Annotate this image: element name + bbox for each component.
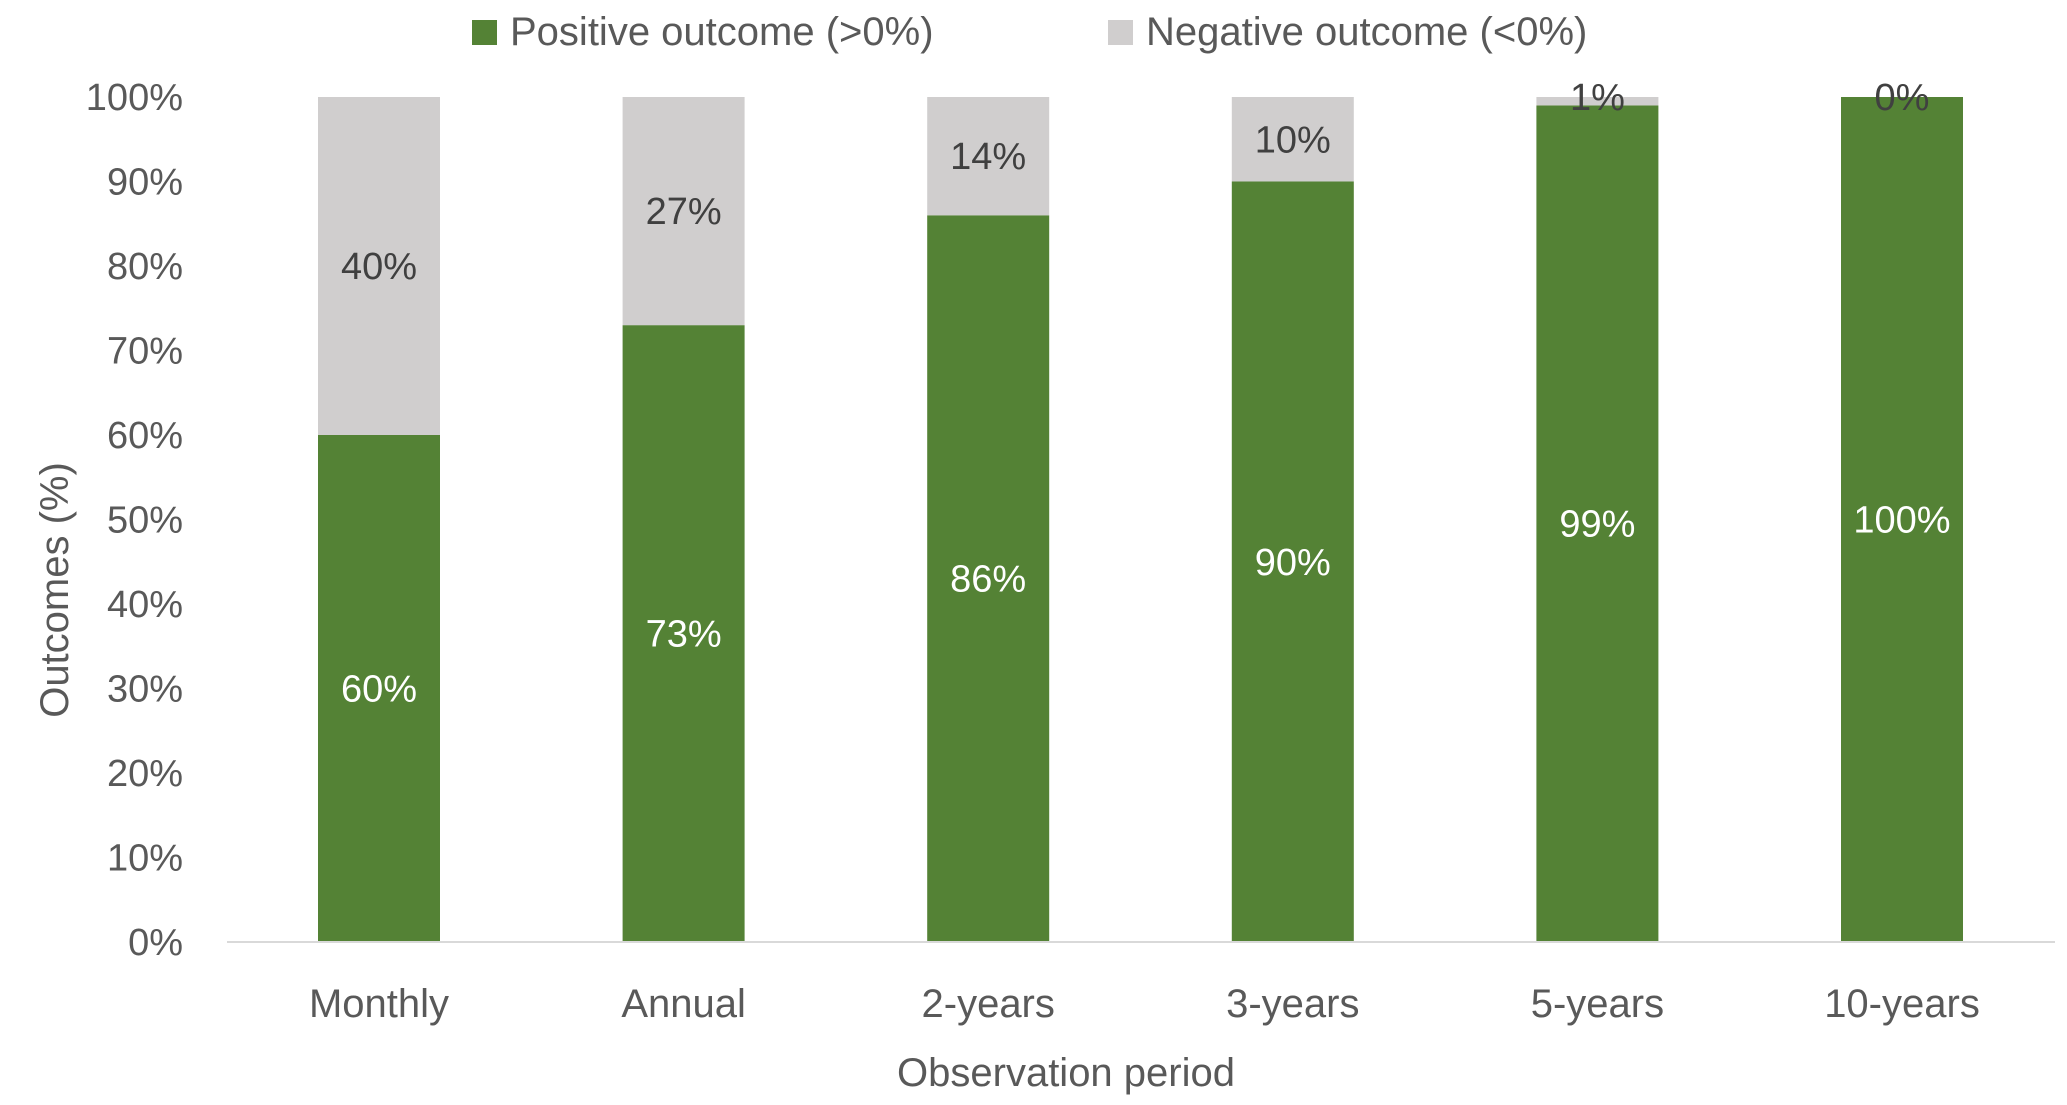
- x-tick-label: 5-years: [1531, 982, 1664, 1026]
- bar-segment-positive: [1231, 181, 1354, 942]
- x-tick-label: Monthly: [309, 982, 449, 1026]
- y-tick-label: 20%: [107, 753, 183, 795]
- y-tick-label: 10%: [107, 838, 183, 880]
- data-label-negative: 0%: [1875, 77, 1930, 119]
- x-tick-label: 2-years: [922, 982, 1055, 1026]
- bar-segment-negative: [1536, 97, 1659, 106]
- data-label-negative: 1%: [1570, 77, 1625, 119]
- y-tick-label: 0%: [128, 922, 183, 964]
- y-tick-label: 40%: [107, 584, 183, 626]
- legend: Positive outcome (>0%) Negative outcome …: [472, 10, 1587, 54]
- data-label-positive: 73%: [646, 614, 722, 656]
- y-tick-label: 70%: [107, 331, 183, 373]
- data-label-negative: 40%: [341, 246, 417, 288]
- bar-segment-positive: [622, 325, 745, 942]
- data-label-negative: 27%: [646, 191, 722, 233]
- x-axis-title: Observation period: [897, 1051, 1235, 1095]
- bar-segment-positive: [318, 435, 440, 942]
- legend-swatch-positive: [472, 20, 497, 45]
- legend-label-positive: Positive outcome (>0%): [510, 10, 934, 54]
- data-label-negative: 14%: [950, 136, 1026, 178]
- x-axis: Monthly Annual 2-years 3-years 5-years 10-yea…: [309, 982, 1980, 1026]
- data-label-positive: 99%: [1559, 504, 1635, 546]
- bar-segment-negative: [622, 97, 745, 326]
- y-tick-label: 100%: [86, 77, 183, 119]
- bar-segment-negative: [927, 97, 1050, 216]
- x-tick-label: 3-years: [1226, 982, 1359, 1026]
- data-labels: 60% 40% 73% 27% 86% 14% 90% 10% 99% 1% 100% 0%: [341, 77, 1951, 711]
- bar-segment-negative: [318, 97, 440, 435]
- y-axis: 0% 10% 20% 30% 40% 50% 60% 70% 80% 90% 100%: [86, 77, 183, 964]
- legend-swatch-negative: [1108, 20, 1133, 45]
- data-label-positive: 60%: [341, 669, 417, 711]
- bar-segment-positive: [1841, 97, 1963, 942]
- bar-segment-negative: [1231, 97, 1354, 182]
- y-tick-label: 50%: [107, 500, 183, 542]
- legend-label-negative: Negative outcome (<0%): [1146, 10, 1587, 54]
- data-label-positive: 86%: [950, 559, 1026, 601]
- x-tick-label: 10-years: [1824, 982, 1980, 1026]
- x-tick-label: Annual: [621, 982, 746, 1026]
- y-axis-title: Outcomes (%): [33, 462, 77, 718]
- bar-segment-positive: [1536, 105, 1659, 942]
- y-tick-label: 60%: [107, 415, 183, 457]
- bar-segment-positive: [927, 215, 1050, 943]
- y-tick-label: 90%: [107, 162, 183, 204]
- bars: [318, 97, 1963, 943]
- data-label-positive: 100%: [1853, 500, 1950, 542]
- y-tick-label: 30%: [107, 669, 183, 711]
- y-tick-label: 80%: [107, 246, 183, 288]
- data-label-positive: 90%: [1255, 542, 1331, 584]
- data-label-negative: 10%: [1255, 119, 1331, 161]
